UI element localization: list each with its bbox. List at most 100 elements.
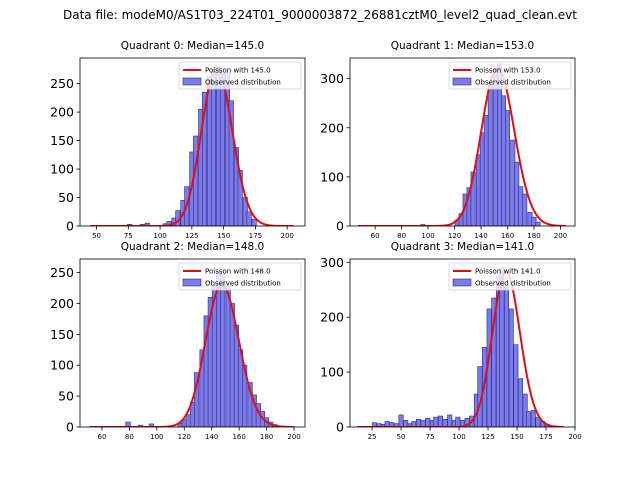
- legend-poisson-label: Poisson with 148.0: [205, 268, 271, 276]
- y-tick-label: 200: [50, 296, 74, 311]
- histogram-bar: [526, 411, 532, 427]
- y-tick-label: 0: [66, 219, 74, 234]
- x-tick-label: 100: [421, 232, 434, 240]
- y-tick-label: 300: [320, 71, 344, 86]
- x-tick-label: 60: [97, 433, 106, 441]
- histogram-bar: [504, 286, 510, 427]
- quadrant-0-chart: Quadrant 0: Median=145.0 50 75 100 125 150 175…: [50, 40, 306, 240]
- y-tick-label: 100: [50, 162, 74, 177]
- histogram-bar: [251, 218, 257, 226]
- legend-box: [448, 262, 572, 291]
- x-tick-label: 175: [249, 232, 262, 240]
- y-tick-label: 150: [50, 133, 74, 148]
- x-tick-label: 50: [92, 232, 101, 240]
- histogram-bar: [505, 110, 510, 226]
- x-tick-label: 100: [153, 232, 166, 240]
- legend-histogram-label: Observed distribution: [205, 79, 281, 87]
- y-tick-label: 150: [50, 327, 74, 342]
- x-tick-label: 75: [124, 232, 133, 240]
- x-tick-label: 200: [554, 232, 567, 240]
- x-tick-label: 150: [510, 433, 523, 441]
- y-tick-label: 100: [320, 169, 344, 184]
- legend-histogram-swatch: [452, 278, 472, 287]
- histogram-bar: [219, 73, 225, 226]
- x-tick-label: 200: [281, 232, 294, 240]
- histogram-bar: [194, 372, 200, 427]
- axes-frame: [349, 57, 576, 227]
- histogram-bar: [193, 135, 199, 226]
- x-tick-label: 80: [125, 433, 134, 441]
- poisson-curve: [356, 270, 564, 427]
- histogram-bar: [442, 419, 448, 427]
- plot-area: [90, 66, 294, 226]
- y-tick-label: 200: [320, 310, 344, 325]
- x-tick-label: 140: [474, 232, 487, 240]
- x-tick-label: 125: [481, 433, 494, 441]
- y-tick-label: 100: [50, 358, 74, 373]
- y-tick-label: 50: [58, 190, 74, 205]
- quadrant-1-chart: Quadrant 1: Median=153.0 60 80 100 120 140 160…: [320, 40, 576, 240]
- x-tick-label: 120: [448, 232, 461, 240]
- poisson-curve: [89, 283, 295, 427]
- histogram-bar: [398, 414, 404, 427]
- legend-histogram-label: Observed distribution: [475, 280, 551, 288]
- histogram-bar: [415, 419, 421, 427]
- histogram-bar: [508, 308, 514, 427]
- y-tick-label: 0: [336, 420, 344, 435]
- y-tick-label: 200: [50, 105, 74, 120]
- x-tick-label: 60: [371, 232, 380, 240]
- histogram-bar: [220, 273, 226, 427]
- x-tick-label: 50: [397, 433, 406, 441]
- legend: Poisson with 153.0 Observed distribution: [448, 61, 572, 90]
- histogram-bar: [517, 378, 523, 427]
- y-tick-label: 300: [320, 255, 344, 270]
- x-tick-label: 100: [452, 433, 465, 441]
- axes-frame: [79, 258, 306, 428]
- chart-title: Quadrant 0: Median=145.0: [121, 40, 264, 52]
- histogram-bar: [522, 393, 528, 427]
- histogram-bar: [447, 414, 453, 427]
- histogram-bar: [437, 415, 443, 427]
- plot-area: [357, 63, 566, 226]
- x-tick-label: 175: [539, 433, 552, 441]
- histogram-bar: [535, 221, 541, 226]
- legend: Poisson with 148.0 Observed distribution: [178, 262, 302, 291]
- x-tick-label: 25: [368, 433, 377, 441]
- histogram-bar: [425, 417, 431, 427]
- poisson-curve: [357, 66, 566, 226]
- x-tick-label: 80: [397, 232, 406, 240]
- legend-histogram-swatch: [452, 77, 472, 86]
- legend: Poisson with 145.0 Observed distribution: [178, 61, 302, 90]
- y-tick-label: 250: [50, 76, 74, 91]
- legend-poisson-label: Poisson with 141.0: [475, 268, 541, 276]
- histogram-bar: [125, 421, 131, 427]
- x-tick-label: 200: [287, 433, 300, 441]
- histogram-bar: [455, 416, 461, 427]
- legend-box: [448, 61, 572, 90]
- plot-area: [356, 267, 564, 427]
- y-tick-label: 50: [58, 389, 74, 404]
- x-tick-label: 200: [568, 433, 581, 441]
- figure-title: Data file: modeM0/AS1T03_224T01_90000038…: [63, 8, 577, 22]
- x-tick-label: 180: [527, 232, 540, 240]
- x-tick-label: 180: [260, 433, 273, 441]
- axes-frame: [349, 258, 576, 428]
- x-tick-label: 160: [501, 232, 514, 240]
- legend-histogram-swatch: [182, 278, 202, 287]
- legend: Poisson with 141.0 Observed distribution: [448, 262, 572, 291]
- histogram-bar: [522, 193, 528, 226]
- histogram-bar: [210, 70, 216, 226]
- chart-title: Quadrant 1: Median=153.0: [391, 40, 534, 52]
- legend-histogram-swatch: [182, 77, 202, 86]
- plot-area: [89, 271, 295, 427]
- y-tick-label: 200: [320, 120, 344, 135]
- y-tick-label: 0: [336, 219, 344, 234]
- quadrant-2-chart: Quadrant 2: Median=148.0 60 80 100 120 140 160…: [50, 241, 306, 441]
- histogram-bar: [246, 211, 252, 226]
- x-tick-label: 125: [185, 232, 198, 240]
- x-tick-label: 160: [232, 433, 245, 441]
- legend-box: [178, 61, 302, 90]
- x-tick-label: 100: [150, 433, 163, 441]
